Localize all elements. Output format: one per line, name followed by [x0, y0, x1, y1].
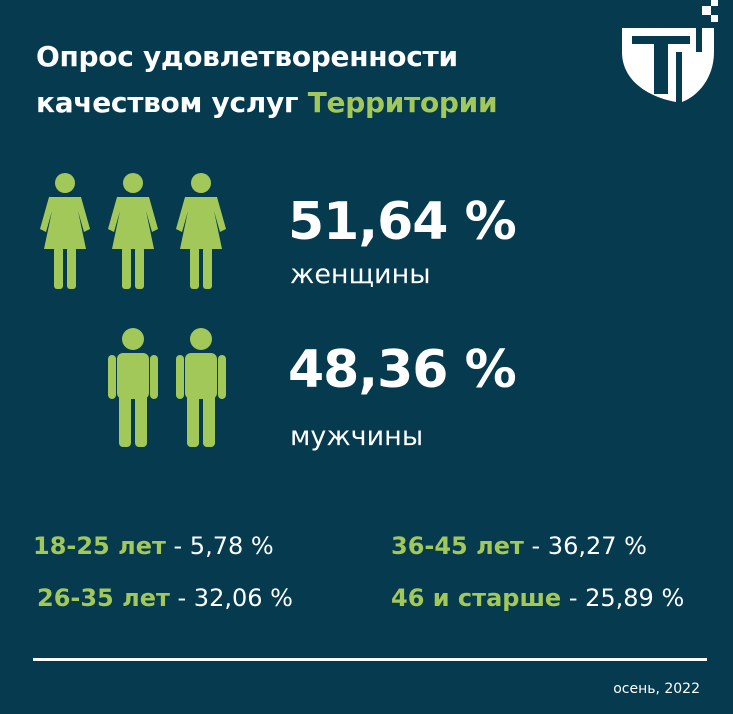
age-range: 26-35 лет [37, 584, 170, 612]
age-group-item: 26-35 лет - 32,06 % [37, 583, 293, 613]
woman-figure-icon [40, 173, 90, 289]
title-line-2-prefix: качеством услуг [36, 86, 308, 119]
women-percentage: 51,64 % [288, 192, 517, 252]
title-accent: Территории [307, 86, 498, 119]
age-value: - 25,89 % [561, 584, 685, 612]
divider [33, 658, 707, 661]
title-line-1: Опрос удовлетворенности [36, 40, 458, 73]
women-label: женщины [290, 259, 431, 290]
men-label: мужчины [290, 421, 424, 452]
men-percentage: 48,36 % [288, 340, 517, 400]
man-figure-icon [176, 328, 226, 447]
age-group-item: 18-25 лет - 5,78 % [33, 531, 274, 561]
age-range: 18-25 лет [33, 532, 166, 560]
age-value: - 36,27 % [523, 532, 647, 560]
age-value: - 5,78 % [165, 532, 274, 560]
footer-date: осень, 2022 [613, 681, 700, 697]
age-range: 36-45 лет [391, 532, 524, 560]
title-line-2: качеством услуг Территории [36, 80, 498, 126]
woman-figure-icon [108, 173, 158, 289]
territory-logo-icon [622, 0, 718, 102]
page-title: Опрос удовлетворенности качеством услуг … [36, 34, 498, 126]
man-figure-icon [108, 328, 158, 447]
age-group-item: 36-45 лет - 36,27 % [391, 531, 647, 561]
age-group-item: 46 и старше - 25,89 % [391, 583, 684, 613]
age-range: 46 и старше [391, 584, 562, 612]
woman-figure-icon [176, 173, 226, 289]
age-value: - 32,06 % [169, 584, 293, 612]
